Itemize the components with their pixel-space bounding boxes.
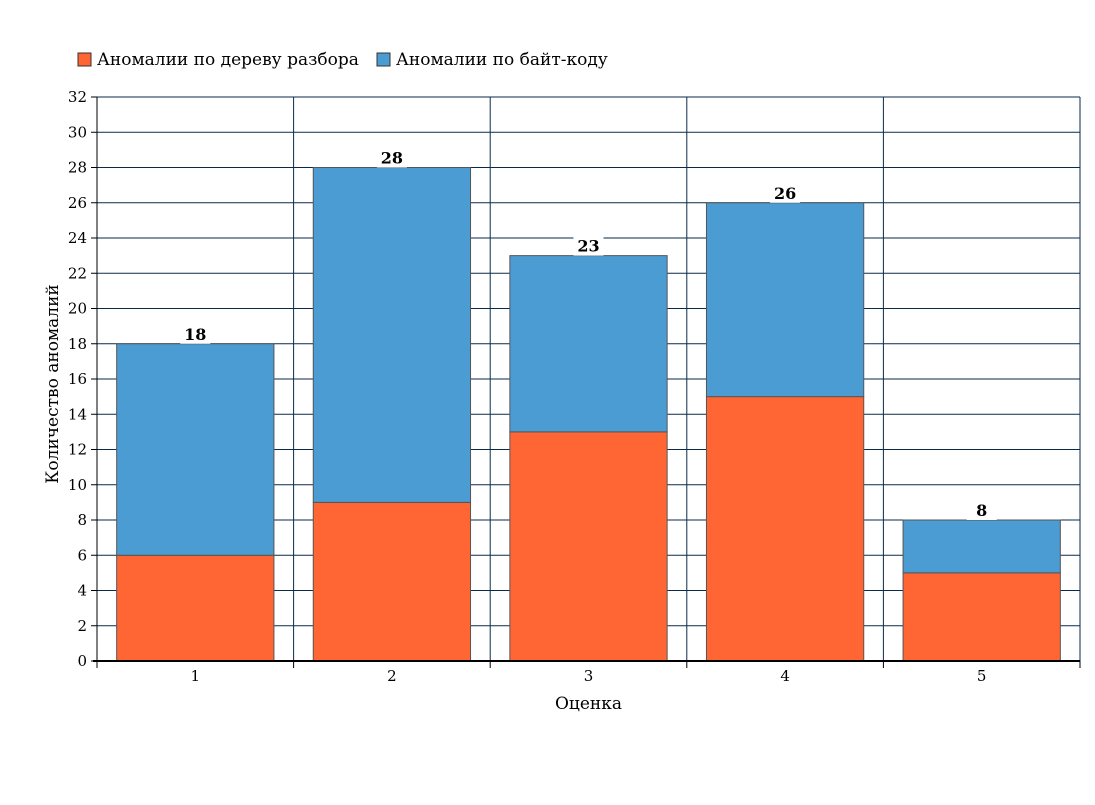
x-tick-label: 2: [387, 667, 397, 685]
x-tick-label: 3: [584, 667, 594, 685]
y-tick-label: 28: [68, 159, 87, 177]
total-label-5: 8: [976, 501, 987, 520]
total-label-1: 18: [184, 325, 206, 344]
total-label-bg: [770, 182, 801, 203]
total-label-bg: [376, 147, 407, 168]
y-tick-label: 0: [77, 652, 87, 670]
y-tick-label: 32: [68, 88, 87, 106]
y-tick-label: 10: [68, 476, 87, 494]
axes: [91, 96, 1081, 668]
bar-segment-parse-tree-1: [116, 554, 275, 662]
bar-segment-parse-tree-2: [312, 501, 472, 662]
y-tick-label: 8: [77, 511, 87, 529]
x-tick-label: 4: [780, 667, 790, 685]
bar-segment-bytecode-3: [509, 255, 668, 433]
y-tick-label: 4: [77, 582, 87, 600]
legend: Аномалии по дереву разбора Аномалии по ба…: [77, 50, 608, 70]
bar-segment-parse-tree-3: [509, 431, 668, 662]
bar-segment-bytecode-4: [705, 202, 865, 398]
bars: [116, 167, 1061, 662]
y-tick-label: 18: [68, 335, 87, 353]
y-tick-label: 12: [68, 441, 87, 459]
total-label-4: 26: [774, 184, 796, 203]
bar-segment-bytecode-1: [116, 343, 275, 556]
bar-segment-bytecode-5: [902, 519, 1061, 574]
total-label-bg: [966, 500, 997, 520]
legend-swatch-parse-tree: [77, 52, 92, 67]
total-label-bg: [573, 235, 604, 256]
y-tick-label: 16: [68, 370, 87, 388]
y-tick-label: 24: [68, 229, 87, 247]
y-axis-title: Количество аномалий: [43, 284, 63, 483]
y-tick-label: 22: [68, 264, 87, 282]
x-axis-title: Оценка: [555, 694, 622, 714]
y-tick-label: 2: [77, 617, 87, 635]
bar-segment-bytecode-2: [312, 167, 472, 503]
total-label-bg: [180, 323, 211, 344]
legend-swatch-bytecode: [376, 52, 391, 67]
bar-segment-parse-tree-4: [705, 396, 865, 662]
bar-segment-parse-tree-5: [902, 572, 1061, 662]
legend-label-bytecode: Аномалии по байт-коду: [396, 50, 608, 70]
y-tick-label: 6: [77, 546, 87, 564]
y-tick-label: 20: [68, 300, 87, 318]
y-tick-label: 30: [68, 123, 87, 141]
y-tick-label: 26: [68, 194, 87, 212]
total-label-3: 23: [577, 237, 599, 256]
labels: 1812822332648502468101214161820222426283…: [68, 88, 997, 685]
y-tick-label: 14: [68, 405, 87, 423]
x-tick-label: 1: [191, 667, 201, 685]
x-tick-label: 5: [977, 667, 987, 685]
total-label-2: 28: [381, 149, 403, 168]
legend-label-parse-tree: Аномалии по дереву разбора: [97, 50, 359, 70]
